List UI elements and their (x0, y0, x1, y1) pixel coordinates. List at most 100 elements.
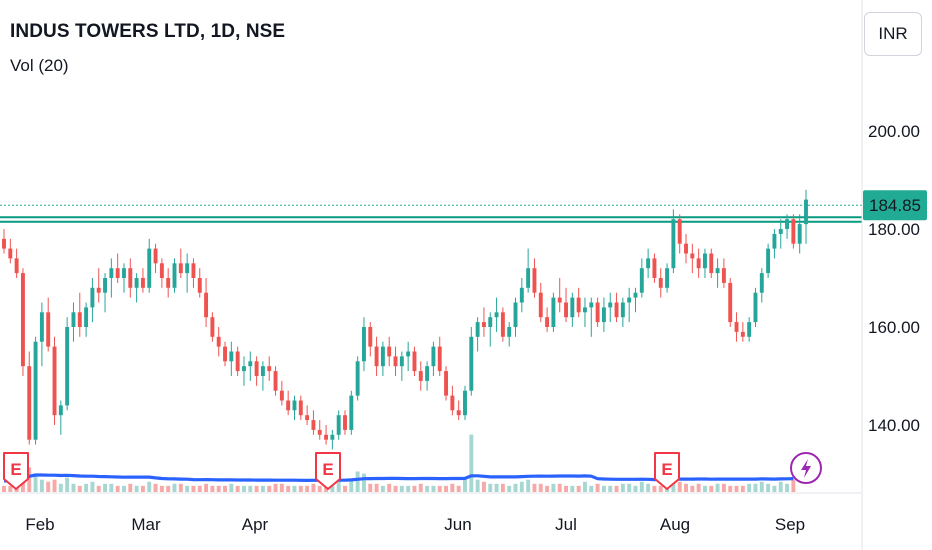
candle (210, 312, 215, 342)
candle (715, 258, 720, 288)
candle-body (772, 233, 777, 249)
candle-body (27, 366, 32, 440)
candle (197, 268, 202, 298)
volume-bar (140, 485, 145, 492)
candle (2, 229, 6, 254)
volume-bar (159, 485, 164, 492)
candle-body (84, 307, 89, 327)
candle-body (614, 302, 619, 318)
candle-body (311, 420, 316, 430)
candle (766, 243, 771, 278)
candle-body (646, 258, 651, 269)
candle-body (658, 278, 663, 288)
candle (734, 312, 739, 342)
candle (140, 268, 145, 293)
volume-bar (178, 483, 183, 492)
volume-bar (122, 485, 126, 492)
candle-body (178, 263, 183, 274)
candle (425, 361, 430, 391)
volume-bar (633, 485, 638, 492)
candle-body (570, 297, 575, 318)
candle (507, 322, 512, 347)
volume-bar (128, 483, 133, 492)
candle-body (557, 297, 562, 303)
candle-body (791, 219, 796, 244)
candle-body (324, 434, 329, 440)
lightning-icon[interactable] (790, 452, 822, 484)
last-price-value: 184.85 (869, 196, 921, 215)
volume-bar (740, 485, 745, 492)
volume-bar (311, 483, 316, 492)
resistance-lines (0, 204, 862, 223)
candle-body (273, 371, 278, 391)
candle (8, 238, 13, 264)
candle (27, 351, 32, 445)
volume-bar (652, 485, 657, 492)
lightning-icon-bolt (801, 459, 811, 478)
candle-body (633, 292, 638, 298)
volume-bar (488, 483, 493, 492)
candle (90, 278, 95, 323)
time-tick-label: Jul (555, 515, 577, 534)
volume-bar (589, 485, 594, 492)
volume-indicator-label[interactable]: Vol (20) (10, 56, 69, 75)
candle (77, 292, 82, 337)
volume-bar (444, 485, 449, 492)
candle-body (513, 302, 518, 327)
candle (260, 361, 265, 391)
candle (349, 390, 354, 435)
volume-bar (418, 483, 423, 492)
volume-bar (235, 485, 240, 492)
volume-bar (519, 481, 524, 492)
price-tick-label: 180.00 (868, 220, 920, 239)
volume-bar (298, 485, 303, 492)
candle-body (601, 307, 606, 323)
candle-body (134, 278, 139, 288)
earnings-marker-shape (654, 452, 680, 490)
volume-bar (286, 485, 291, 492)
volume-bar (753, 483, 758, 492)
candle-body (538, 292, 543, 318)
earnings-marker: E (654, 452, 680, 490)
candle (235, 346, 240, 376)
candle (103, 273, 107, 313)
candle-body (197, 278, 202, 293)
candle-body (734, 322, 739, 332)
volume-bar (545, 485, 550, 492)
volume-bar (254, 485, 259, 492)
volume-bar (204, 483, 209, 492)
candle (608, 292, 613, 323)
candle (298, 395, 303, 421)
candle-body (785, 219, 790, 229)
candle (696, 248, 701, 278)
volume-bar (526, 479, 531, 492)
candle-body (286, 400, 291, 411)
candle (153, 243, 158, 274)
volume-bar (532, 483, 537, 492)
candle-body (747, 322, 752, 337)
volume-bar (450, 483, 455, 492)
candle (627, 287, 632, 323)
candle (690, 243, 695, 274)
candle (147, 238, 152, 293)
volume-bar (639, 481, 644, 492)
candle (646, 248, 651, 278)
volume-bar (33, 473, 38, 492)
currency-button[interactable]: INR (864, 12, 922, 56)
earnings-marker: E (3, 452, 29, 490)
candle (242, 356, 246, 386)
volume-bar (399, 485, 404, 492)
candle (52, 336, 57, 425)
candle (456, 400, 461, 421)
candle-body (216, 336, 221, 347)
candle-body (481, 322, 486, 327)
candle-body (399, 356, 404, 367)
candle (406, 341, 411, 372)
candle-body (759, 273, 764, 293)
candle (166, 268, 171, 298)
volume-bar (431, 485, 436, 492)
candle-body (330, 434, 335, 440)
candle-body (343, 415, 347, 430)
candle (494, 297, 499, 332)
